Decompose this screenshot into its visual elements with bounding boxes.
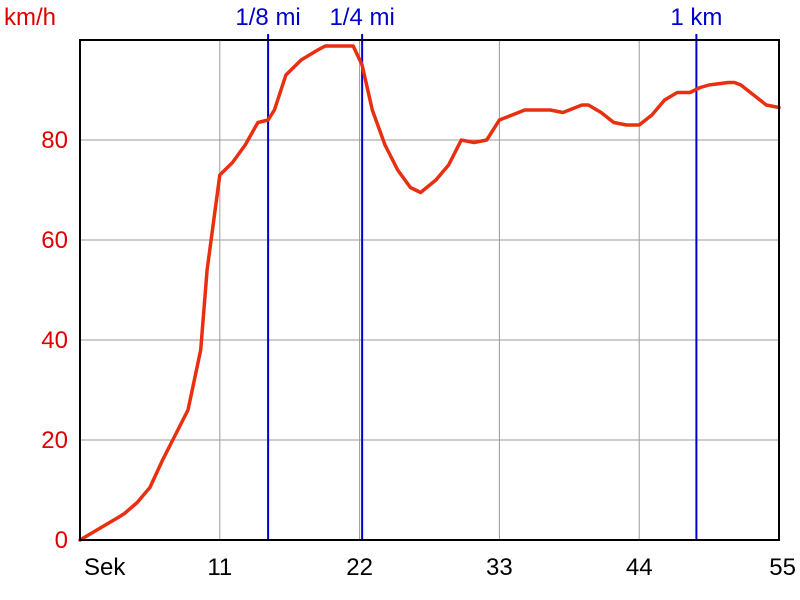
y-tick-label: 20	[41, 427, 68, 454]
x-tick-labels: Sek 11 22 33 44 55	[84, 554, 796, 581]
x-tick-label: 33	[486, 554, 513, 581]
y-tick-labels: 0 20 40 60 80	[41, 127, 68, 554]
marker-label: 1/4 mi	[329, 4, 394, 31]
speed-line	[78, 44, 781, 542]
y-tick-label: 60	[41, 227, 68, 254]
marker-label: 1/8 mi	[235, 4, 300, 31]
y-axis-label: km/h	[4, 4, 56, 31]
x-tick-label: 44	[626, 554, 653, 581]
x-tick-label: 55	[769, 554, 796, 581]
plot-frame	[79, 39, 780, 541]
y-tick-label: 40	[41, 327, 68, 354]
marker-labels: 1/8 mi 1/4 mi 1 km	[235, 4, 722, 31]
marker-label: 1 km	[670, 4, 722, 31]
x-tick-label: 22	[346, 554, 373, 581]
x-tick-label: 11	[207, 554, 232, 581]
grid	[80, 40, 779, 540]
y-tick-label: 80	[41, 127, 68, 154]
series-layer	[78, 44, 781, 542]
x-tick-label: Sek	[84, 554, 126, 581]
y-tick-label: 0	[55, 527, 68, 554]
